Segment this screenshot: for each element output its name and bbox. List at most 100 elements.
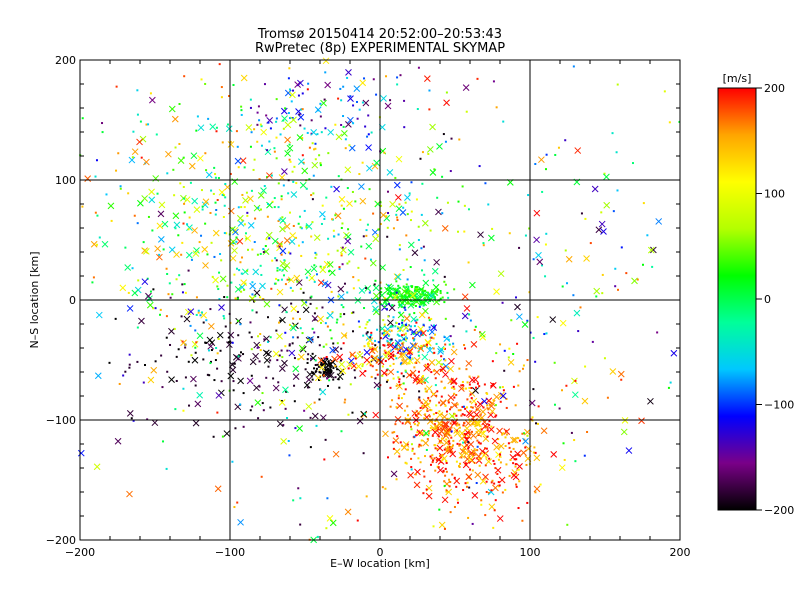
data-point-dot — [408, 362, 411, 365]
data-point-dot — [478, 385, 481, 388]
data-point-dot — [450, 137, 453, 140]
data-point-dot — [678, 120, 681, 123]
data-point-x — [418, 311, 426, 319]
data-point-dot — [501, 491, 504, 494]
data-point-dot — [231, 341, 234, 344]
data-point-dot — [505, 406, 508, 409]
data-point-x — [477, 231, 484, 239]
data-point-dot — [309, 416, 312, 419]
data-point-dot — [315, 253, 318, 256]
data-point-dot — [514, 404, 517, 407]
data-point-x — [491, 437, 499, 445]
data-point-dot — [207, 117, 210, 120]
data-point-dot — [391, 325, 394, 328]
data-point-dot — [267, 202, 270, 205]
data-point-dot — [425, 488, 428, 491]
data-point-dot — [266, 316, 269, 319]
data-point-dot — [316, 133, 319, 136]
data-point-x — [254, 399, 262, 407]
data-point-dot — [198, 241, 201, 244]
data-point-dot — [334, 123, 337, 126]
y-axis-label: N–S location [km] — [28, 251, 41, 348]
data-point-dot — [101, 122, 104, 125]
data-point-dot — [309, 296, 312, 299]
data-point-dot — [145, 123, 148, 126]
data-point-dot — [261, 392, 264, 395]
data-point-dot — [349, 95, 352, 98]
data-point-dot — [314, 256, 317, 259]
data-point-dot — [422, 492, 425, 495]
data-point-dot — [305, 224, 308, 227]
data-point-x — [372, 284, 380, 292]
data-point-dot — [394, 176, 397, 179]
data-point-x — [212, 276, 219, 284]
data-point-dot — [297, 358, 300, 361]
data-point-dot — [312, 174, 315, 177]
data-point-dot — [415, 434, 418, 437]
data-point-dot — [412, 337, 415, 340]
data-point-dot — [507, 356, 510, 359]
data-point-x — [401, 288, 408, 295]
data-point-dot — [284, 345, 287, 348]
data-point-dot — [246, 248, 249, 251]
data-point-dot — [231, 460, 234, 463]
data-point-dot — [276, 269, 279, 272]
data-point-dot — [439, 290, 442, 293]
data-point-dot — [601, 292, 604, 295]
data-point-dot — [440, 395, 443, 398]
data-point-dot — [518, 370, 521, 373]
data-point-dot — [130, 417, 133, 420]
data-point-dot — [178, 274, 181, 277]
data-point-x — [283, 223, 291, 230]
data-point-dot — [400, 305, 403, 308]
data-point-dot — [486, 426, 489, 429]
data-point-dot — [325, 343, 328, 346]
data-point-x — [514, 303, 521, 311]
data-point-dot — [392, 362, 395, 365]
data-point-dot — [221, 193, 224, 196]
data-point-dot — [204, 152, 207, 155]
data-point-x — [279, 217, 287, 224]
data-point-x — [417, 345, 425, 352]
data-point-dot — [414, 286, 417, 289]
data-point-dot — [293, 400, 296, 403]
data-point-dot — [462, 405, 465, 408]
data-point-dot — [404, 296, 407, 299]
data-point-dot — [339, 359, 342, 362]
data-point-dot — [394, 355, 397, 358]
data-point-dot — [253, 158, 256, 161]
data-point-dot — [452, 342, 455, 345]
data-point-x — [426, 417, 434, 425]
data-point-dot — [410, 457, 413, 460]
data-point-dot — [290, 100, 293, 103]
data-point-dot — [537, 405, 540, 408]
data-point-dot — [465, 437, 468, 440]
data-point-dot — [415, 321, 418, 324]
data-point-dot — [448, 478, 451, 481]
data-point-x — [397, 325, 404, 333]
data-point-dot — [421, 287, 424, 290]
data-point-dot — [319, 164, 322, 167]
data-point-dot — [463, 450, 466, 453]
data-point-dot — [525, 463, 528, 466]
data-point-dot — [311, 372, 314, 375]
data-point-dot — [307, 353, 310, 356]
data-point-dot — [251, 405, 254, 408]
data-point-dot — [91, 281, 94, 284]
data-point-x — [297, 79, 304, 87]
data-point-x — [474, 471, 482, 479]
data-point-dot — [493, 482, 496, 485]
data-point-x — [410, 328, 418, 336]
data-point-dot — [239, 323, 242, 326]
data-point-x — [391, 293, 399, 301]
data-point-dot — [410, 210, 413, 213]
data-point-dot — [260, 273, 263, 276]
data-point-dot — [484, 182, 487, 185]
data-point-dot — [393, 293, 396, 296]
data-point-dot — [426, 438, 429, 441]
data-point-dot — [441, 296, 444, 299]
data-point-x — [650, 246, 657, 254]
data-point-dot — [488, 420, 491, 423]
data-point-dot — [444, 359, 447, 362]
data-point-x — [581, 397, 589, 405]
